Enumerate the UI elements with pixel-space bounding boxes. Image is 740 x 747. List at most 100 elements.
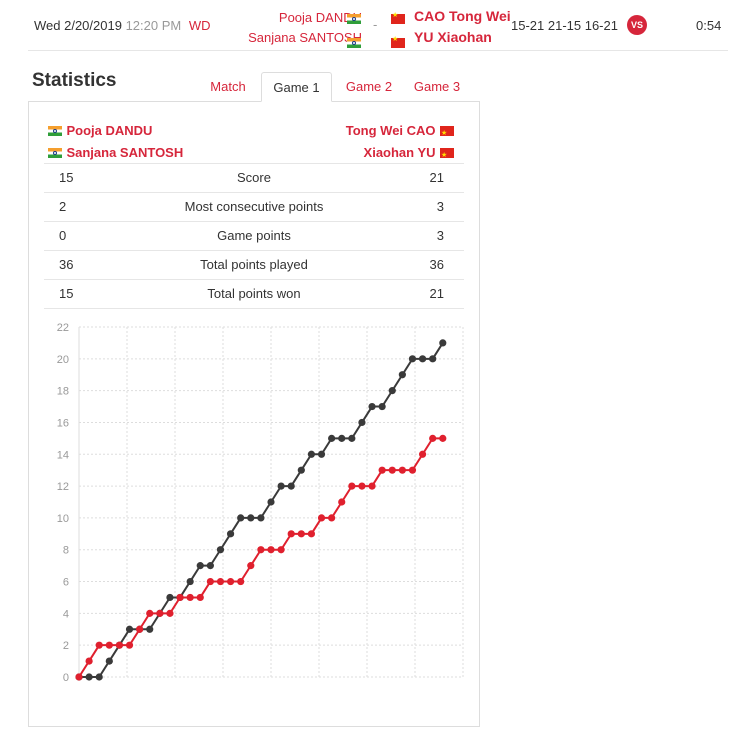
china-flag-icon: [440, 145, 454, 167]
chart-series-point: [226, 577, 235, 586]
vs-badge[interactable]: VS: [627, 15, 647, 35]
chart-series-point: [418, 355, 427, 363]
chart-y-tick-label: 18: [57, 386, 69, 398]
chart-series-point: [216, 577, 225, 586]
chart-series-point: [95, 641, 103, 649]
team2-player-1[interactable]: CAO Tong Wei: [414, 8, 511, 24]
vs-icon[interactable]: VS: [627, 15, 647, 35]
stat-row-score: 15 Score 21: [44, 163, 464, 192]
panel-left-player-2[interactable]: Sanjana SANTOSH: [66, 145, 184, 160]
chart-series-point: [297, 466, 305, 474]
chart-series-point: [338, 498, 346, 506]
chart-series-point: [85, 673, 93, 681]
chart-series-point: [388, 387, 396, 395]
stat-right-value: 21: [429, 170, 444, 185]
china-flag-icon: [391, 11, 405, 24]
chart-series-point: [267, 498, 275, 506]
chart-series-point: [267, 546, 275, 554]
chart-series-point: [216, 546, 225, 554]
tab-game-3[interactable]: Game 3: [413, 79, 461, 94]
chart-series-point: [85, 657, 93, 665]
chart-series-point: [287, 530, 295, 538]
chart-series-point: [125, 641, 134, 649]
team2-player-2[interactable]: YU Xiaohan: [414, 29, 492, 45]
chart-series-point: [196, 593, 204, 602]
stat-label: Most consecutive points: [184, 199, 324, 214]
stat-label: Total points won: [207, 286, 301, 301]
chart-series-point: [166, 593, 174, 602]
match-header-row[interactable]: [28, 0, 728, 51]
chart-series-point: [378, 402, 386, 411]
chart-series-point: [105, 657, 113, 665]
statistics-panel: [28, 101, 480, 727]
chart-series-point: [439, 339, 447, 347]
chart-series-point: [186, 593, 194, 602]
chart-series-point: [226, 530, 235, 538]
chart-y-tick-label: 20: [57, 354, 69, 366]
panel-left-players: Pooja DANDU Sanjana SANTOSH: [48, 120, 183, 164]
match-duration: 0:54: [696, 18, 722, 33]
chart-series-point: [156, 609, 164, 617]
chart-series-point: [136, 625, 144, 633]
chart-series-point: [439, 434, 447, 442]
chart-series-point: [338, 434, 346, 442]
chart-series-point: [307, 450, 316, 458]
team1-player-2[interactable]: Sanjana SANTOSH: [248, 30, 362, 45]
chart-series-point: [368, 482, 376, 490]
stat-row-points-won: 15 Total points won 21: [44, 279, 464, 309]
chart-series-point: [257, 546, 265, 554]
chart-y-tick-label: 12: [57, 481, 69, 493]
chart-y-tick-label: 14: [57, 449, 69, 461]
stat-row-points-played: 36 Total points played 36: [44, 250, 464, 279]
chart-y-tick-label: 16: [57, 417, 69, 429]
team1-names[interactable]: Pooja DANDU Sanjana SANTOSH: [248, 8, 362, 48]
chart-series-point: [328, 434, 336, 442]
chart-series-point: [146, 625, 154, 633]
chart-series-point: [418, 450, 427, 458]
team1-player-1[interactable]: Pooja DANDU: [278, 10, 362, 25]
panel-right-player-1[interactable]: Tong Wei CAO: [345, 123, 436, 138]
chart-y-tick-label: 10: [57, 513, 69, 525]
chart-series-point: [287, 482, 295, 490]
chart-series-point: [206, 577, 214, 586]
chart-series-point: [348, 482, 356, 490]
chart-series-point: [297, 530, 305, 538]
chart-series-point: [368, 402, 376, 411]
team2-names[interactable]: CAO Tong Wei YU Xiaohan: [414, 6, 511, 48]
chart-series-point: [75, 673, 83, 681]
chart-series-point: [196, 562, 204, 570]
tab-match[interactable]: Match: [210, 79, 246, 94]
tab-game-2[interactable]: Game 2: [345, 79, 393, 94]
chart-series-point: [247, 514, 255, 522]
chart-y-tick-label: 0: [63, 672, 69, 684]
chart-series-point: [317, 514, 326, 522]
stat-label: Game points: [217, 228, 291, 243]
stat-right-value: 36: [429, 257, 444, 272]
match-date: Wed 2/20/2019: [34, 18, 122, 33]
chart-series-point: [429, 355, 437, 363]
stat-right-value: 3: [436, 228, 444, 243]
stat-row-consecutive: 2 Most consecutive points 3: [44, 192, 464, 221]
chart-series-point: [206, 562, 214, 570]
stat-left-value: 2: [59, 199, 67, 214]
stat-right-value: 3: [436, 199, 444, 214]
tab-game-1[interactable]: Game 1: [261, 72, 332, 102]
chart-series-point: [247, 562, 255, 570]
chart-series-point: [186, 577, 194, 586]
event-code: WD: [188, 18, 211, 33]
stat-label: Score: [237, 170, 271, 185]
panel-left-player-1[interactable]: Pooja DANDU: [66, 123, 153, 138]
chart-y-tick-label: 8: [63, 545, 69, 557]
chart-series-point: [237, 514, 245, 522]
india-flag-icon: [48, 125, 62, 136]
chart-series-point: [408, 355, 417, 363]
chart-series-point: [176, 593, 184, 602]
chart-series-point: [348, 434, 356, 442]
chart-y-tick-label: 6: [63, 577, 69, 589]
stat-label: Total points played: [200, 257, 308, 272]
chart-series-point: [95, 673, 103, 681]
chart-series-point: [105, 641, 113, 649]
panel-right-player-2[interactable]: Xiaohan YU: [363, 145, 436, 160]
chart-series-point: [398, 371, 406, 379]
